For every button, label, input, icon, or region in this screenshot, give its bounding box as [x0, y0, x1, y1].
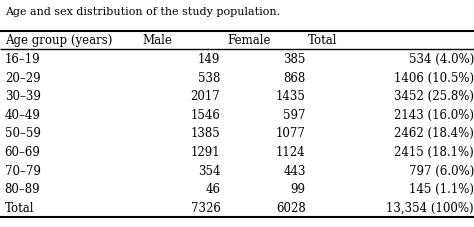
Text: 80–89: 80–89 — [5, 183, 40, 196]
Text: 2017: 2017 — [191, 90, 220, 103]
Text: 534 (4.0%): 534 (4.0%) — [409, 53, 474, 66]
Text: 60–69: 60–69 — [5, 146, 41, 159]
Text: 70–79: 70–79 — [5, 165, 41, 178]
Text: 7326: 7326 — [191, 202, 220, 215]
Text: 46: 46 — [205, 183, 220, 196]
Text: 40–49: 40–49 — [5, 109, 41, 122]
Text: 1385: 1385 — [191, 127, 220, 141]
Text: 13,354 (100%): 13,354 (100%) — [386, 202, 474, 215]
Text: 1077: 1077 — [276, 127, 306, 141]
Text: 16–19: 16–19 — [5, 53, 40, 66]
Text: 1291: 1291 — [191, 146, 220, 159]
Text: 145 (1.1%): 145 (1.1%) — [409, 183, 474, 196]
Text: Female: Female — [228, 34, 271, 47]
Text: 99: 99 — [291, 183, 306, 196]
Text: 2462 (18.4%): 2462 (18.4%) — [394, 127, 474, 141]
Text: 797 (6.0%): 797 (6.0%) — [409, 165, 474, 178]
Text: 6028: 6028 — [276, 202, 306, 215]
Text: Total: Total — [5, 202, 34, 215]
Text: 443: 443 — [283, 165, 306, 178]
Text: 538: 538 — [198, 72, 220, 85]
Text: 20–29: 20–29 — [5, 72, 40, 85]
Text: 30–39: 30–39 — [5, 90, 41, 103]
Text: 149: 149 — [198, 53, 220, 66]
Text: 1546: 1546 — [191, 109, 220, 122]
Text: 2415 (18.1%): 2415 (18.1%) — [394, 146, 474, 159]
Text: 597: 597 — [283, 109, 306, 122]
Text: 2143 (16.0%): 2143 (16.0%) — [394, 109, 474, 122]
Text: Age and sex distribution of the study population.: Age and sex distribution of the study po… — [5, 7, 280, 17]
Text: 354: 354 — [198, 165, 220, 178]
Text: 868: 868 — [283, 72, 306, 85]
Text: 1435: 1435 — [276, 90, 306, 103]
Text: Male: Male — [142, 34, 172, 47]
Text: Age group (years): Age group (years) — [5, 34, 112, 47]
Text: Total: Total — [308, 34, 337, 47]
Text: 50–59: 50–59 — [5, 127, 41, 141]
Text: 1406 (10.5%): 1406 (10.5%) — [394, 72, 474, 85]
Text: 3452 (25.8%): 3452 (25.8%) — [394, 90, 474, 103]
Text: 385: 385 — [283, 53, 306, 66]
Text: 1124: 1124 — [276, 146, 306, 159]
